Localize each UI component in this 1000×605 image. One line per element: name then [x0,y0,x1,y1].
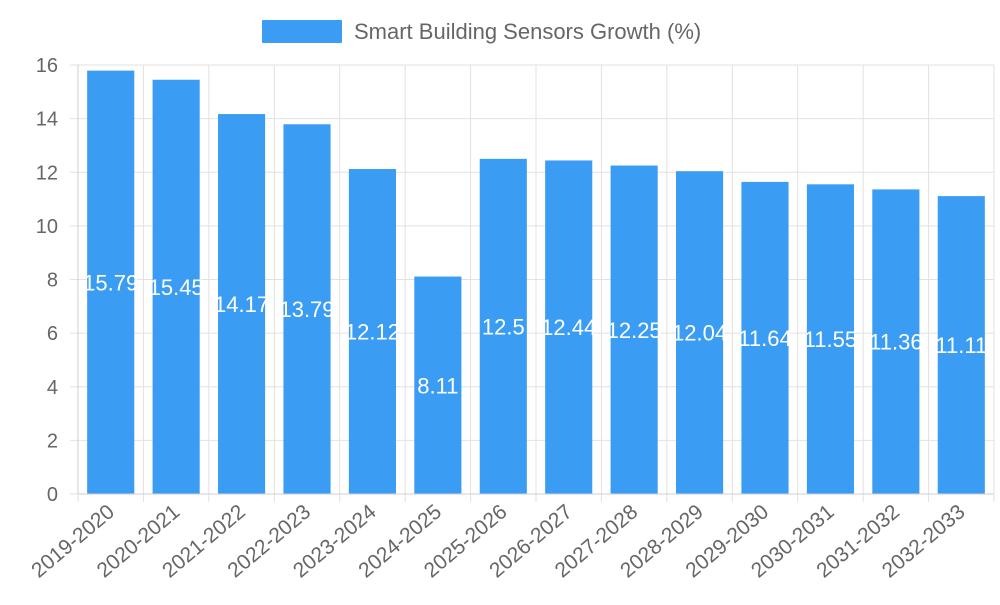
data-label: 11.55 [804,327,857,352]
grid [70,64,995,502]
y-tick-label: 16 [36,55,58,77]
bars [87,70,985,495]
bar[interactable] [545,160,593,494]
y-tick-label: 8 [47,270,58,292]
data-label: 13.79 [279,297,334,322]
data-label: 8.11 [417,373,458,398]
y-tick-label: 4 [47,377,58,399]
data-label: 15.79 [83,270,138,295]
bar[interactable] [283,124,331,495]
bar[interactable] [348,169,396,494]
bar[interactable] [414,276,462,494]
legend[interactable]: Smart Building Sensors Growth (%) [262,19,701,44]
data-label: 12.44 [541,315,596,340]
bar[interactable] [676,171,724,495]
bar[interactable] [87,70,135,495]
y-axis: 0 2 4 6 8 10 12 14 16 [36,55,79,506]
bar[interactable] [152,79,200,494]
y-tick-label: 2 [47,430,58,452]
y-tick-label: 6 [47,323,58,345]
y-tick-label: 14 [36,109,58,131]
legend-label[interactable]: Smart Building Sensors Growth (%) [354,19,701,44]
bar[interactable] [479,158,527,494]
bar[interactable] [218,114,266,495]
y-tick-label: 12 [36,162,58,184]
legend-swatch[interactable] [262,20,342,43]
y-tick-label: 10 [36,216,58,238]
data-label: 14.17 [214,292,269,317]
data-label: 12.04 [672,321,727,346]
x-axis: 2019-20202020-20212021-20222022-20232023… [27,493,994,582]
data-label: 11.36 [869,330,922,355]
data-label: 11.64 [738,326,791,351]
y-tick-label: 0 [47,484,58,506]
data-labels: 15.79 15.45 14.17 13.79 12.12 8.11 12.5 12.44 12… [83,270,987,398]
data-label: 12.25 [607,318,662,343]
data-label: 15.45 [149,275,204,300]
bar[interactable] [806,184,854,495]
data-label: 12.5 [482,314,525,339]
data-label: 11.11 [935,333,987,358]
bar[interactable] [872,189,920,494]
bar[interactable] [937,196,985,494]
data-label: 12.12 [345,320,400,345]
bar[interactable] [741,181,789,494]
bar[interactable] [610,165,658,494]
